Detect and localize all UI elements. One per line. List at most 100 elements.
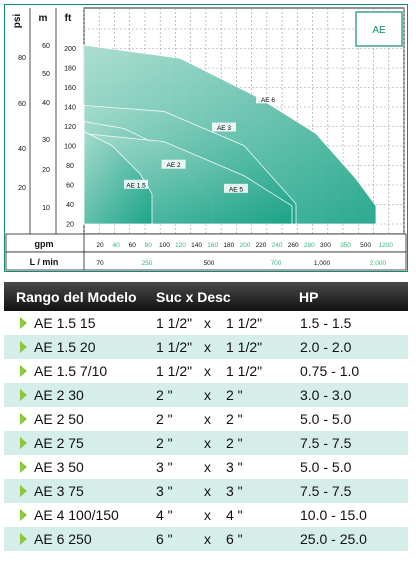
model-cell: AE 1.5 20 bbox=[34, 339, 96, 355]
m-tick: 40 bbox=[42, 100, 50, 107]
xaxis-lmin-row bbox=[5, 251, 407, 271]
x-cell: x bbox=[204, 435, 211, 451]
ft-tick: 200 bbox=[64, 46, 76, 53]
hp-cell: 7.5 - 7.5 bbox=[300, 483, 352, 499]
gpm-tick: 260 bbox=[288, 242, 299, 249]
gpm-tick: 220 bbox=[256, 242, 267, 249]
discharge-cell: 1 1/2" bbox=[226, 315, 263, 331]
table-row: AE 3 75 3 " x 3 " 7.5 - 7.5 bbox=[4, 479, 408, 503]
suction-cell: 2 " bbox=[156, 435, 173, 451]
xaxis-gpm-label: gpm bbox=[35, 239, 54, 249]
suction-cell: 4 " bbox=[156, 507, 173, 523]
series-label: AE 2 bbox=[167, 162, 181, 169]
lmin-tick: 500 bbox=[204, 260, 215, 267]
x-cell: x bbox=[204, 531, 211, 547]
m-tick: 50 bbox=[42, 71, 50, 78]
discharge-cell: 3 " bbox=[226, 483, 243, 499]
gpm-tick: 300 bbox=[320, 242, 331, 249]
series-label: AE 1.5 bbox=[126, 182, 146, 189]
discharge-cell: 1 1/2" bbox=[226, 363, 263, 379]
hp-cell: 5.0 - 5.0 bbox=[300, 459, 352, 475]
ft-tick: 80 bbox=[66, 163, 74, 170]
x-cell: x bbox=[204, 363, 211, 379]
series-label-bg bbox=[256, 94, 280, 104]
gpm-tick: 280 bbox=[304, 242, 315, 249]
model-table: AE 1.5 15 1 1/2" x 1 1/2" 1.5 - 1.5 AE 1.5 20… bbox=[4, 311, 408, 551]
gpm-tick: 200 bbox=[239, 242, 250, 249]
discharge-cell: 3 " bbox=[226, 459, 243, 475]
row-arrow-icon bbox=[20, 533, 27, 545]
lmin-tick: 700 bbox=[271, 260, 282, 267]
table-row: AE 2 30 2 " x 2 " 3.0 - 3.0 bbox=[4, 383, 408, 407]
gpm-tick: 20 bbox=[96, 242, 104, 249]
ft-tick: 140 bbox=[64, 105, 76, 112]
header-model: Rango del Modelo bbox=[16, 289, 137, 305]
gpm-tick: 100 bbox=[159, 242, 170, 249]
hp-cell: 25.0 - 25.0 bbox=[300, 531, 367, 547]
legend-box bbox=[355, 11, 403, 47]
suction-cell: 1 1/2" bbox=[156, 363, 193, 379]
m-tick: 60 bbox=[42, 43, 50, 50]
hp-cell: 5.0 - 5.0 bbox=[300, 411, 352, 427]
gpm-tick: 60 bbox=[129, 242, 137, 249]
series-label: AE 5 bbox=[229, 186, 243, 193]
row-arrow-icon bbox=[20, 485, 27, 497]
table-row: AE 2 75 2 " x 2 " 7.5 - 7.5 bbox=[4, 431, 408, 455]
hp-cell: 0.75 - 1.0 bbox=[300, 363, 360, 379]
hp-cell: 7.5 - 7.5 bbox=[300, 435, 352, 451]
ft-tick: 60 bbox=[66, 183, 74, 190]
row-arrow-icon bbox=[20, 509, 27, 521]
table-row: AE 1.5 15 1 1/2" x 1 1/2" 1.5 - 1.5 bbox=[4, 311, 408, 335]
row-arrow-icon bbox=[20, 437, 27, 449]
ft-tick: 100 bbox=[64, 144, 76, 151]
m-tick: 20 bbox=[42, 167, 50, 174]
x-cell: x bbox=[204, 387, 211, 403]
model-cell: AE 1.5 15 bbox=[34, 315, 96, 331]
psi-tick: 80 bbox=[18, 55, 26, 62]
suction-cell: 1 1/2" bbox=[156, 315, 193, 331]
discharge-cell: 4 " bbox=[226, 507, 243, 523]
suction-cell: 1 1/2" bbox=[156, 339, 193, 355]
row-arrow-icon bbox=[20, 365, 27, 377]
x-cell: x bbox=[204, 315, 211, 331]
suction-cell: 3 " bbox=[156, 459, 173, 475]
table-row: AE 1.5 20 1 1/2" x 1 1/2" 2.0 - 2.0 bbox=[4, 335, 408, 359]
x-cell: x bbox=[204, 411, 211, 427]
discharge-cell: 1 1/2" bbox=[226, 339, 263, 355]
table-header: Rango del Modelo Suc x Desc HP bbox=[4, 282, 408, 311]
lmin-tick: 2,000 bbox=[370, 260, 387, 267]
yaxis-ft-label: ft bbox=[65, 13, 72, 24]
series-label-bg bbox=[224, 183, 248, 193]
discharge-cell: 2 " bbox=[226, 387, 243, 403]
pump-performance-chart: AE 1.5 AE 2 AE 3 AE 5 AE 6 AE psi m ft 20 40 60 80 10… bbox=[4, 4, 408, 272]
ft-tick: 120 bbox=[64, 124, 76, 131]
series-label-bg bbox=[161, 159, 186, 169]
gpm-tick: 160 bbox=[207, 242, 218, 249]
suction-cell: 6 " bbox=[156, 531, 173, 547]
row-arrow-icon bbox=[20, 341, 27, 353]
legend-label: AE bbox=[372, 25, 386, 36]
discharge-cell: 2 " bbox=[226, 411, 243, 427]
ft-tick: 160 bbox=[64, 85, 76, 92]
hp-cell: 10.0 - 15.0 bbox=[300, 507, 367, 523]
gpm-tick: 140 bbox=[191, 242, 202, 249]
suction-cell: 3 " bbox=[156, 483, 173, 499]
ft-tick: 20 bbox=[66, 222, 74, 229]
header-hp: HP bbox=[299, 289, 319, 305]
suction-cell: 2 " bbox=[156, 387, 173, 403]
series-label-bg bbox=[124, 179, 148, 189]
lmin-tick: 70 bbox=[96, 260, 104, 267]
series-label-bg bbox=[212, 122, 236, 132]
gpm-tick: 80 bbox=[145, 242, 153, 249]
model-cell: AE 4 100/150 bbox=[34, 507, 119, 523]
series-label: AE 6 bbox=[261, 97, 275, 104]
suction-cell: 2 " bbox=[156, 411, 173, 427]
psi-tick: 40 bbox=[18, 146, 26, 153]
lmin-tick: 1,000 bbox=[314, 260, 331, 267]
yaxis-m-label: m bbox=[39, 13, 48, 24]
table-row: AE 2 50 2 " x 2 " 5.0 - 5.0 bbox=[4, 407, 408, 431]
m-tick: 10 bbox=[42, 205, 50, 212]
psi-tick: 60 bbox=[18, 101, 26, 108]
x-cell: x bbox=[204, 483, 211, 499]
table-row: AE 6 250 6 " x 6 " 25.0 - 25.0 bbox=[4, 527, 408, 551]
